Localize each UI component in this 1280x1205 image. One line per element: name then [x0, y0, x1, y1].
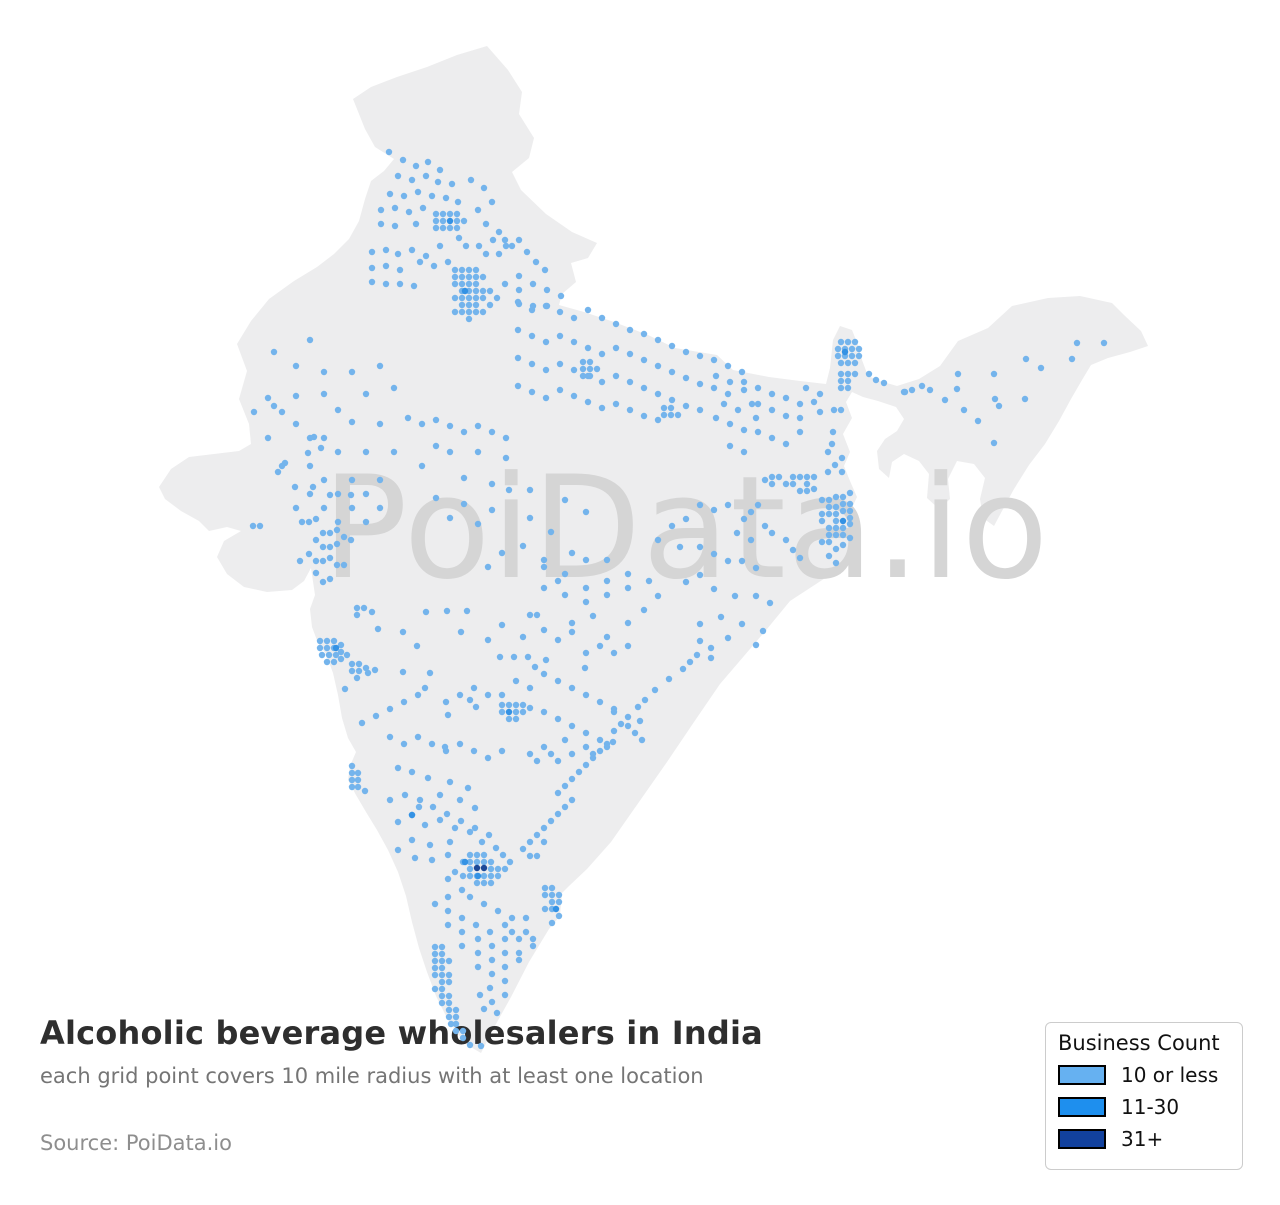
source-note: Source: PoiData.io — [40, 1131, 232, 1155]
legend-title: Business Count — [1058, 1031, 1220, 1055]
legend-swatch-mid — [1058, 1097, 1106, 1117]
legend-swatch-low — [1058, 1065, 1106, 1085]
legend-item-mid: 11-30 — [1058, 1095, 1230, 1119]
page-subtitle: each grid point covers 10 mile radius wi… — [40, 1064, 704, 1088]
page-title: Alcoholic beverage wholesalers in India — [40, 1014, 763, 1052]
legend: Business Count 10 or less 11-30 31+ — [1045, 1022, 1243, 1170]
legend-label-mid: 11-30 — [1121, 1095, 1180, 1119]
title-block: Alcoholic beverage wholesalers in India … — [40, 1014, 763, 1088]
legend-label-low: 10 or less — [1121, 1063, 1219, 1087]
watermark: PoiData.io — [322, 446, 1050, 611]
legend-swatch-high — [1058, 1129, 1106, 1149]
legend-item-low: 10 or less — [1058, 1063, 1230, 1087]
legend-item-high: 31+ — [1058, 1127, 1230, 1151]
legend-label-high: 31+ — [1121, 1127, 1164, 1151]
